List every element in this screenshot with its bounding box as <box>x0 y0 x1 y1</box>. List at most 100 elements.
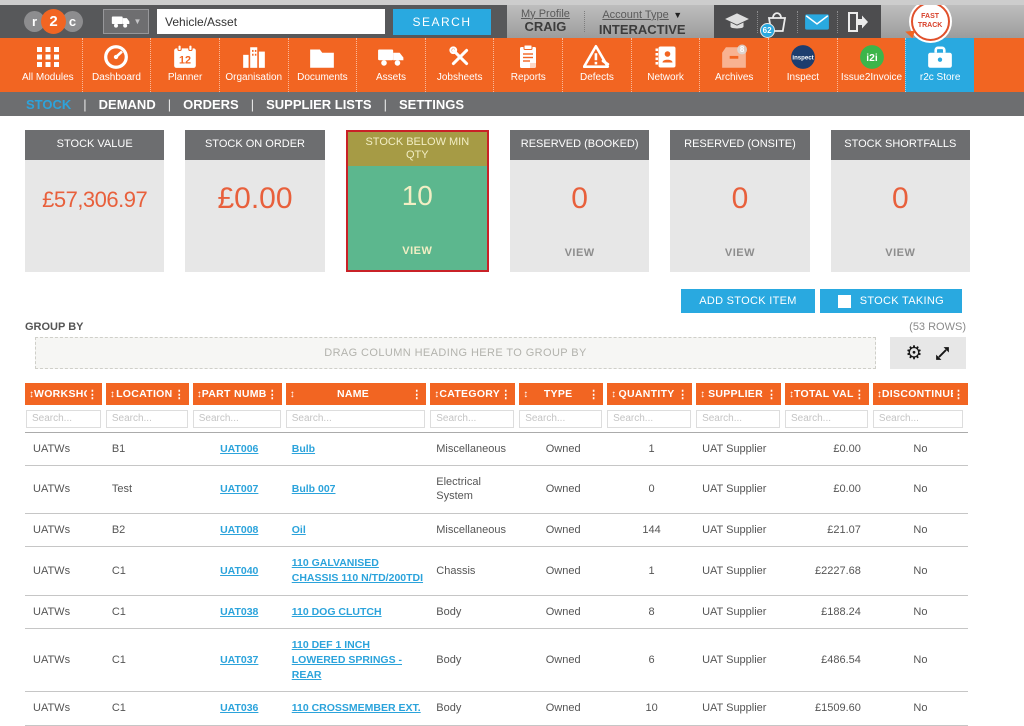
vehicle-asset-search-input[interactable] <box>157 9 385 34</box>
part-name-link[interactable]: 110 DOG CLUTCH <box>291 605 382 618</box>
filter-input-location[interactable] <box>105 409 188 428</box>
filter-input-type[interactable] <box>519 409 603 428</box>
column-menu-icon[interactable]: ⋮ <box>588 388 600 401</box>
r2c-logo[interactable]: r 2 c <box>24 9 83 34</box>
add-stock-item-button[interactable]: ADD STOCK ITEM <box>681 289 815 313</box>
part-number-link[interactable]: UAT007 <box>220 483 259 496</box>
column-menu-icon[interactable]: ⋮ <box>86 388 98 401</box>
nav-item-archives[interactable]: 8 Archives <box>699 38 768 92</box>
column-header-category[interactable]: ↕ CATEGORY ⋮ <box>430 383 520 405</box>
view-link[interactable]: VIEW <box>885 247 916 259</box>
part-number-link[interactable]: UAT040 <box>220 564 259 577</box>
cell-total-value: £1509.60 <box>785 692 873 726</box>
subnav-tab-settings[interactable]: SETTINGS <box>398 96 464 112</box>
column-header-quantity[interactable]: ↕ QUANTITY ⋮ <box>607 383 697 405</box>
nav-item-reports[interactable]: Reports <box>493 38 562 92</box>
subnav-tab-supplier-lists[interactable]: SUPPLIER LISTS <box>266 96 372 112</box>
part-number-link[interactable]: UAT038 <box>220 605 259 618</box>
nav-item-jobsheets[interactable]: Jobsheets <box>424 38 494 92</box>
sort-icon[interactable]: ↕ <box>700 388 706 400</box>
part-number-link[interactable]: UAT037 <box>220 653 259 666</box>
basket-button[interactable]: 62 <box>758 10 797 38</box>
search-button[interactable]: SEARCH <box>393 8 491 35</box>
view-link[interactable]: VIEW <box>402 245 433 257</box>
filter-input-workshop[interactable] <box>26 409 101 428</box>
nav-item-network[interactable]: Network <box>630 38 700 92</box>
logout-button[interactable] <box>838 10 877 34</box>
column-header-total-value[interactable]: ↕TOTAL VALUE⋮ <box>785 383 873 405</box>
divider <box>796 10 798 33</box>
sort-icon[interactable]: ↕ <box>434 388 440 400</box>
view-link[interactable]: VIEW <box>724 247 756 259</box>
part-name-link[interactable]: 110 GALVANISED CHASSIS 110 N/TD/200TDI <box>291 557 424 585</box>
column-header-type[interactable]: ↕ TYPE ⋮ <box>519 383 608 405</box>
fast-track-badge[interactable]: FAST TRACK <box>910 2 950 41</box>
part-name-link[interactable]: 110 DEF 1 INCH LOWERED SPRINGS - REAR <box>291 639 402 681</box>
part-name-link[interactable]: Bulb 007 <box>291 483 336 496</box>
subnav-tab-stock[interactable]: STOCK <box>26 96 72 112</box>
subnav-tab-demand[interactable]: DEMAND <box>98 96 156 112</box>
column-menu-icon[interactable]: ⋮ <box>853 388 865 401</box>
messages-button[interactable] <box>798 12 837 32</box>
search-type-dropdown[interactable]: ▼ <box>103 9 149 34</box>
view-link[interactable]: VIEW <box>564 247 595 259</box>
account-type-link[interactable]: Account Type <box>602 8 669 21</box>
nav-item-planner[interactable]: 12 Planner <box>150 38 219 92</box>
nav-item-r2c-store[interactable]: r2c Store <box>905 38 974 92</box>
column-header-location[interactable]: ↕ LOCATION ⋮ <box>105 383 193 405</box>
group-by-drop-zone[interactable]: DRAG COLUMN HEADING HERE TO GROUP BY <box>35 337 876 369</box>
stock-taking-toggle[interactable]: STOCK TAKING <box>819 289 962 313</box>
filter-input-supplier[interactable] <box>696 409 780 428</box>
column-menu-icon[interactable]: ⋮ <box>411 388 423 401</box>
stock-taking-checkbox[interactable] <box>837 294 851 308</box>
nav-item-documents[interactable]: Documents <box>287 38 357 92</box>
nav-item-dashboard[interactable]: Dashboard <box>81 38 151 92</box>
column-menu-icon[interactable]: ⋮ <box>500 388 512 401</box>
sort-icon[interactable]: ↕ <box>876 388 882 400</box>
column-menu-icon[interactable]: ⋮ <box>266 388 278 401</box>
part-number-link[interactable]: UAT036 <box>220 702 259 715</box>
training-button[interactable] <box>718 11 757 33</box>
filter-input-total-value[interactable] <box>785 409 868 428</box>
column-header-supplier[interactable]: ↕ SUPPLIER ⋮ <box>696 383 785 405</box>
part-name-link[interactable]: Oil <box>291 523 306 536</box>
part-number-link[interactable]: UAT006 <box>220 442 259 455</box>
sort-icon[interactable]: ↕ <box>523 388 529 400</box>
sort-icon[interactable]: ↕ <box>611 388 617 400</box>
column-menu-icon[interactable]: ⋮ <box>677 388 689 401</box>
column-header-part-number[interactable]: ↕PART NUMBER⋮ <box>192 383 286 405</box>
filter-input-discontinued[interactable] <box>872 409 963 428</box>
table-row: UATWs C1 UAT038 110 DOG CLUTCH Body Owne… <box>25 595 968 630</box>
sort-icon[interactable]: ↕ <box>29 388 34 400</box>
sort-icon[interactable]: ↕ <box>109 388 115 400</box>
gear-icon[interactable]: ⚙ <box>905 342 923 364</box>
part-number-link[interactable]: UAT008 <box>220 523 259 536</box>
column-menu-icon[interactable]: ⋮ <box>766 388 777 401</box>
column-menu-icon[interactable]: ⋮ <box>173 388 185 401</box>
nav-item-assets[interactable]: Assets <box>356 38 425 92</box>
sort-icon[interactable]: ↕ <box>196 388 202 400</box>
filter-input-quantity[interactable] <box>607 409 692 428</box>
nav-item-all-modules[interactable]: All Modules <box>14 38 82 92</box>
subnav-tab-orders[interactable]: ORDERS <box>183 96 239 112</box>
column-menu-icon[interactable]: ⋮ <box>953 388 964 401</box>
nav-item-issue2invoice[interactable]: i2i Issue2Invoice <box>836 38 906 92</box>
cell-location: C1 <box>105 547 193 596</box>
filter-input-name[interactable] <box>285 409 426 428</box>
nav-item-defects[interactable]: Defects <box>562 38 631 92</box>
expand-icon[interactable] <box>934 345 951 362</box>
my-profile-link[interactable]: My Profile <box>521 7 570 20</box>
card-stock-below-min-qty: STOCK BELOW MIN QTY 10 VIEW <box>345 130 489 272</box>
column-header-discontinued[interactable]: ↕DISCONTINUED⋮ <box>872 383 968 405</box>
sort-icon[interactable]: ↕ <box>289 388 295 400</box>
nav-item-organisation[interactable]: Organisation <box>218 38 288 92</box>
part-name-link[interactable]: Bulb <box>291 442 316 455</box>
column-header-name[interactable]: ↕ NAME ⋮ <box>285 383 431 405</box>
nav-item-inspect[interactable]: inspect Inspect <box>768 38 837 92</box>
filter-input-part-number[interactable] <box>192 409 281 428</box>
part-name-link[interactable]: 110 CROSSMEMBER EXT. <box>291 702 421 715</box>
cell-type: Owned <box>519 466 608 514</box>
sort-icon[interactable]: ↕ <box>789 388 794 400</box>
column-header-workshop[interactable]: ↕WORKSHOP⋮ <box>25 383 106 405</box>
filter-input-category[interactable] <box>430 409 515 428</box>
